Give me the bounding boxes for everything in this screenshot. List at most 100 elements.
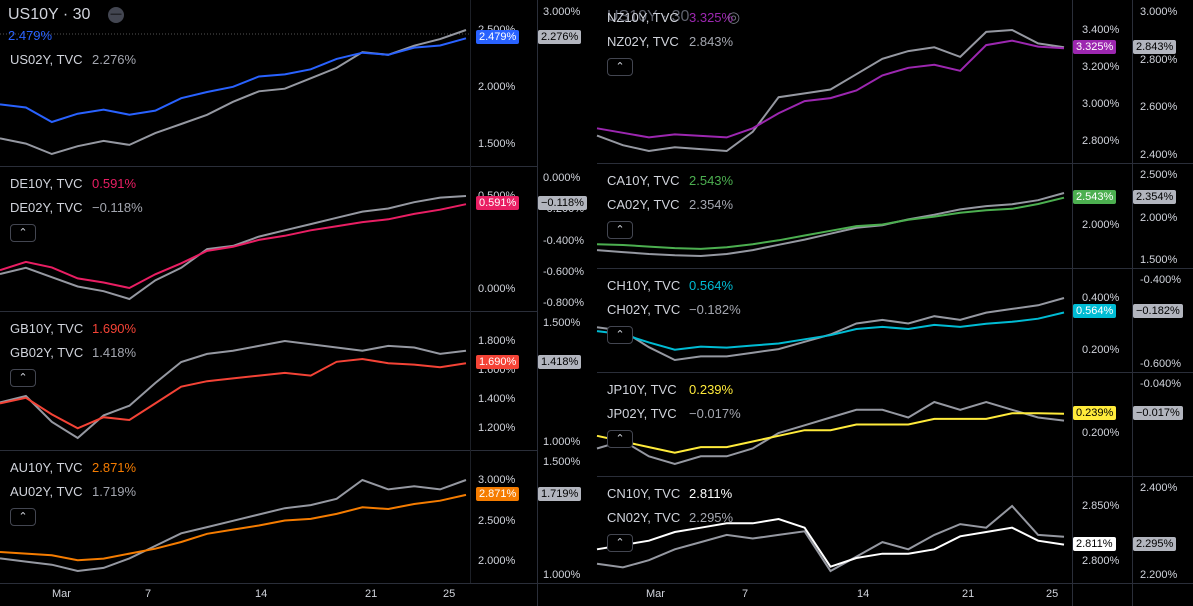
legend-value-DE10Y: 0.591%	[92, 176, 137, 191]
series-line-CA10Y[interactable]	[596, 196, 1065, 250]
legend-GB02Y[interactable]: GB02Y, TVC	[10, 345, 84, 360]
price-tick: 2.000%	[478, 81, 516, 93]
price-tick: 2.400%	[1140, 482, 1178, 494]
legend-JP02Y[interactable]: JP02Y, TVC	[607, 406, 677, 421]
price-badge-JP10Y: 0.239%	[1073, 405, 1117, 420]
price-tick: -0.400%	[1140, 274, 1181, 286]
price-tick: 3.000%	[1082, 98, 1120, 110]
price-tick: -0.400%	[543, 234, 584, 247]
price-tick: 2.400%	[1140, 149, 1178, 161]
series-line-GB10Y[interactable]	[0, 357, 467, 430]
legend-AU02Y[interactable]: AU02Y, TVC	[10, 484, 83, 499]
time-tick: Mar	[646, 588, 665, 600]
series-line-DE10Y[interactable]	[0, 203, 467, 290]
collapse-button[interactable]: ⌃	[10, 224, 36, 242]
price-tick: -0.040%	[1140, 378, 1181, 390]
time-tick: 14	[255, 588, 268, 600]
series-line-NZ10Y[interactable]	[596, 39, 1065, 139]
legend-AU10Y[interactable]: AU10Y, TVC	[10, 460, 83, 475]
time-tick: 25	[443, 588, 456, 600]
price-tick: 1.000%	[543, 436, 581, 448]
main-symbol-header[interactable]: US10Y · 30	[8, 6, 91, 23]
pane-divider	[597, 476, 1193, 477]
price-tick: 1.200%	[478, 422, 516, 434]
price-tick: 2.850%	[1082, 500, 1120, 512]
price-tick: 0.000%	[478, 283, 516, 295]
legend-CH10Y[interactable]: CH10Y, TVC	[607, 278, 681, 293]
collapse-button[interactable]: ⌃	[607, 534, 633, 552]
legend-CA02Y[interactable]: CA02Y, TVC	[607, 197, 680, 212]
legend-JP10Y[interactable]: JP10Y, TVC	[607, 382, 677, 397]
legend-CH02Y[interactable]: CH02Y, TVC	[607, 302, 681, 317]
price-badge-GB02Y: 1.418%	[538, 355, 582, 370]
price-tick: 0.400%	[1082, 292, 1120, 304]
price-tick: -0.600%	[543, 265, 584, 278]
indicator-toggle-button[interactable]: —	[108, 7, 124, 23]
price-badge-CN02Y: 2.295%	[1133, 536, 1177, 551]
pane-divider	[597, 268, 1193, 269]
right-symbol-header[interactable]: US10Y · 30	[607, 8, 690, 25]
legend-value-CH10Y: 0.564%	[689, 278, 734, 293]
legend-value-NZ02Y: 2.843%	[689, 34, 734, 49]
pane-divider	[0, 450, 537, 451]
price-tick: 1.800%	[478, 335, 516, 347]
pane-divider	[597, 372, 1193, 373]
time-tick: 7	[742, 588, 749, 600]
series-line-JP02Y[interactable]	[596, 400, 1065, 466]
series-line-CN10Y[interactable]	[596, 517, 1065, 568]
legend-value-NZ10Y: 3.325%	[689, 10, 734, 25]
series-line-CH10Y[interactable]	[596, 311, 1065, 351]
legend-value-DE02Y: −0.118%	[92, 200, 143, 215]
price-badge-US10Y: 2.479%	[476, 30, 520, 45]
price-tick: 0.200%	[1082, 344, 1120, 356]
collapse-button[interactable]: ⌃	[607, 221, 633, 239]
time-tick: 14	[857, 588, 870, 600]
series-line-CN02Y[interactable]	[596, 504, 1065, 573]
price-badge-DE02Y: −0.118%	[538, 196, 587, 211]
legend-US02Y[interactable]: US02Y, TVC	[10, 52, 83, 67]
price-tick: 3.000%	[1140, 6, 1178, 18]
collapse-button[interactable]: ⌃	[607, 430, 633, 448]
pane-divider	[0, 311, 537, 312]
price-tick: 3.000%	[543, 6, 581, 18]
price-badge-CH02Y: −0.182%	[1133, 304, 1183, 319]
price-tick: 3.200%	[1082, 61, 1120, 73]
price-tick: 2.800%	[1082, 135, 1120, 147]
legend-NZ02Y[interactable]: NZ02Y, TVC	[607, 34, 679, 49]
price-tick: 3.000%	[478, 474, 516, 486]
price-tick: 1.000%	[543, 569, 581, 581]
legend-value-JP10Y: 0.239%	[689, 382, 734, 397]
series-line-JP10Y[interactable]	[596, 412, 1065, 454]
legend-CN10Y[interactable]: CN10Y, TVC	[607, 486, 681, 501]
price-badge-US02Y: 2.276%	[538, 30, 582, 45]
legend-value-US02Y: 2.276%	[92, 52, 137, 67]
price-tick: 2.000%	[478, 555, 516, 567]
price-tick: 2.600%	[1140, 101, 1178, 114]
collapse-button[interactable]: ⌃	[10, 369, 36, 387]
collapse-button[interactable]: ⌃	[10, 508, 36, 526]
price-badge-CH10Y: 0.564%	[1073, 304, 1117, 319]
series-line-AU10Y[interactable]	[0, 493, 467, 562]
time-tick: 25	[1046, 588, 1059, 600]
collapse-button[interactable]: ⌃	[607, 58, 633, 76]
time-axis-divider	[0, 583, 1193, 584]
legend-DE02Y[interactable]: DE02Y, TVC	[10, 200, 83, 215]
series-line-NZ02Y[interactable]	[596, 28, 1065, 153]
legend-value-GB10Y: 1.690%	[92, 321, 137, 336]
series-line-US10Y[interactable]	[0, 37, 467, 124]
price-badge-JP02Y: −0.017%	[1133, 405, 1183, 420]
series-line-GB02Y[interactable]	[0, 339, 467, 440]
time-tick: 21	[365, 588, 378, 600]
legend-CN02Y[interactable]: CN02Y, TVC	[607, 510, 681, 525]
eye-hidden-icon[interactable]: ◎	[727, 9, 741, 26]
price-tick: 1.400%	[478, 393, 516, 405]
legend-GB10Y[interactable]: GB10Y, TVC	[10, 321, 84, 336]
legend-CA10Y[interactable]: CA10Y, TVC	[607, 173, 680, 188]
series-line-CA02Y[interactable]	[596, 192, 1065, 258]
price-tick: 1.500%	[1140, 254, 1178, 266]
legend-DE10Y[interactable]: DE10Y, TVC	[10, 176, 83, 191]
collapse-button[interactable]: ⌃	[607, 326, 633, 344]
legend-NZ10Y[interactable]: NZ10Y, TVC	[607, 10, 679, 25]
series-line-AU02Y[interactable]	[0, 478, 467, 573]
main-price-readout: 2.479%	[8, 28, 53, 43]
